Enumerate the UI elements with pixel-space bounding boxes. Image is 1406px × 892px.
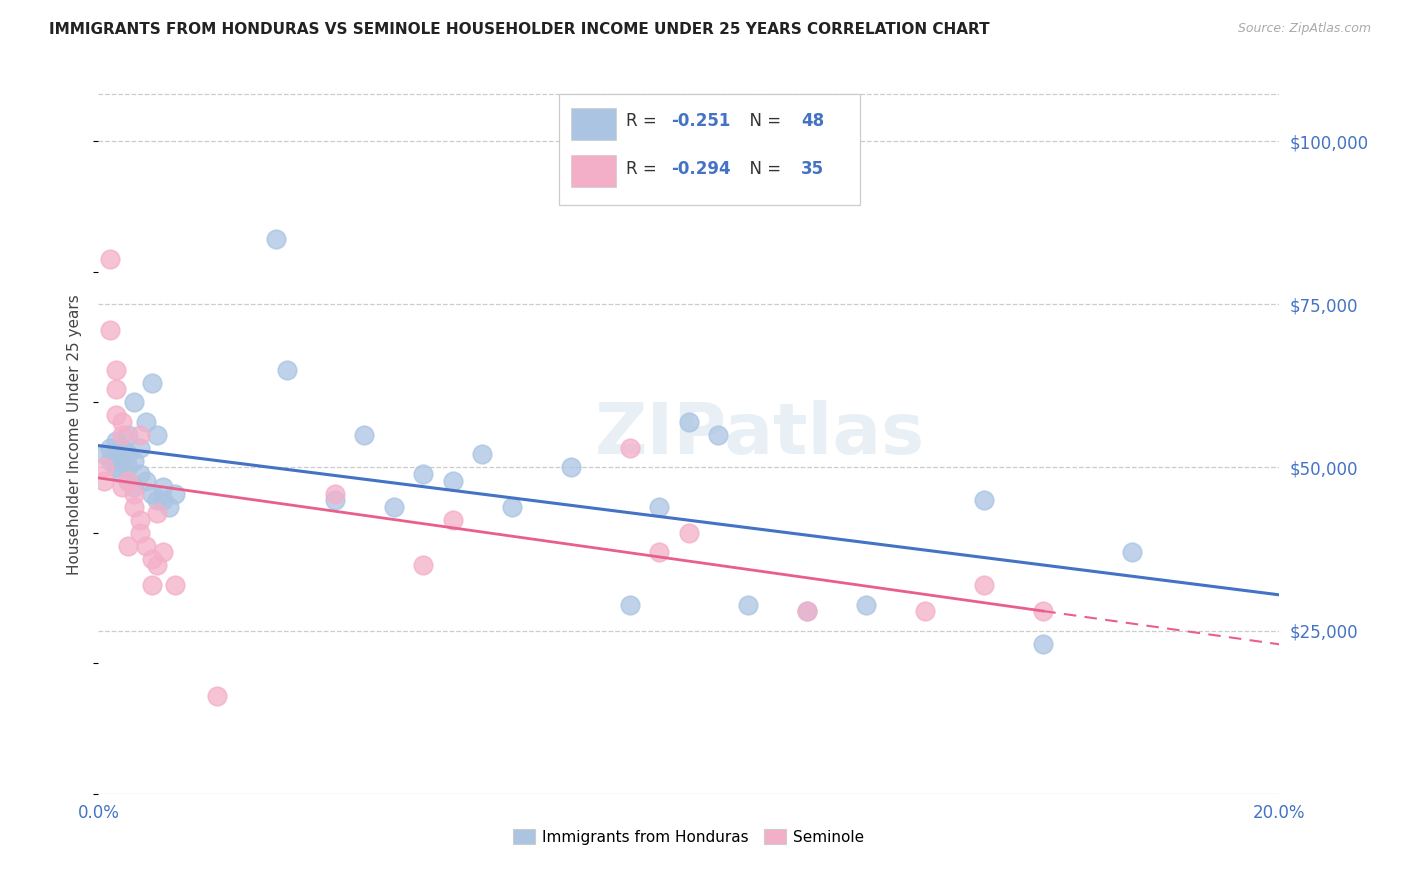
Point — [152, 493, 174, 508]
Point — [93, 460, 115, 475]
Point — [98, 252, 121, 266]
Point — [135, 415, 157, 429]
FancyBboxPatch shape — [560, 94, 860, 205]
Point — [619, 441, 641, 455]
Point — [128, 441, 150, 455]
Point — [165, 486, 187, 500]
Point — [117, 539, 139, 553]
Point — [141, 552, 163, 566]
Point — [501, 500, 523, 514]
Point — [560, 460, 582, 475]
Point — [165, 578, 187, 592]
Point — [111, 454, 134, 468]
Point — [412, 558, 434, 573]
Point — [128, 513, 150, 527]
Point — [135, 539, 157, 553]
Point — [973, 493, 995, 508]
FancyBboxPatch shape — [571, 108, 616, 140]
Point — [146, 493, 169, 508]
Point — [105, 460, 128, 475]
Point — [914, 604, 936, 618]
Text: 48: 48 — [801, 112, 824, 130]
Point — [105, 362, 128, 376]
Point — [122, 500, 145, 514]
Point — [135, 474, 157, 488]
Point — [678, 415, 700, 429]
Text: R =: R = — [626, 161, 662, 178]
Point — [141, 486, 163, 500]
Point — [707, 427, 730, 442]
Point — [105, 434, 128, 449]
Point — [105, 447, 128, 461]
Y-axis label: Householder Income Under 25 years: Householder Income Under 25 years — [67, 294, 83, 575]
Point — [441, 513, 464, 527]
Point — [973, 578, 995, 592]
Point — [117, 460, 139, 475]
Point — [122, 454, 145, 468]
Point — [382, 500, 405, 514]
Point — [128, 427, 150, 442]
Text: ZIPatlas: ZIPatlas — [595, 401, 925, 469]
Point — [648, 545, 671, 559]
Point — [648, 500, 671, 514]
FancyBboxPatch shape — [571, 155, 616, 187]
Point — [205, 689, 228, 703]
Point — [796, 604, 818, 618]
Point — [93, 447, 115, 461]
Point — [98, 441, 121, 455]
Point — [619, 598, 641, 612]
Point — [1032, 604, 1054, 618]
Point — [117, 474, 139, 488]
Point — [796, 604, 818, 618]
Point — [1121, 545, 1143, 559]
Point — [128, 467, 150, 481]
Point — [276, 362, 298, 376]
Text: N =: N = — [738, 161, 786, 178]
Point — [117, 447, 139, 461]
Text: -0.294: -0.294 — [671, 161, 731, 178]
Text: IMMIGRANTS FROM HONDURAS VS SEMINOLE HOUSEHOLDER INCOME UNDER 25 YEARS CORRELATI: IMMIGRANTS FROM HONDURAS VS SEMINOLE HOU… — [49, 22, 990, 37]
Point — [146, 506, 169, 520]
Text: Source: ZipAtlas.com: Source: ZipAtlas.com — [1237, 22, 1371, 36]
Point — [128, 525, 150, 540]
Legend: Immigrants from Honduras, Seminole: Immigrants from Honduras, Seminole — [508, 823, 870, 851]
Point — [105, 409, 128, 423]
Point — [111, 441, 134, 455]
Point — [157, 500, 180, 514]
Point — [122, 486, 145, 500]
Point — [141, 376, 163, 390]
Point — [152, 545, 174, 559]
Point — [105, 382, 128, 396]
Point — [146, 558, 169, 573]
Point — [471, 447, 494, 461]
Point — [111, 480, 134, 494]
Point — [146, 427, 169, 442]
Point — [737, 598, 759, 612]
Point — [98, 323, 121, 337]
Point — [323, 486, 346, 500]
Point — [441, 474, 464, 488]
Point — [117, 427, 139, 442]
Point — [264, 232, 287, 246]
Point — [152, 480, 174, 494]
Point — [678, 525, 700, 540]
Point — [353, 427, 375, 442]
Point — [122, 480, 145, 494]
Point — [111, 415, 134, 429]
Point — [111, 427, 134, 442]
Point — [141, 578, 163, 592]
Point — [855, 598, 877, 612]
Text: R =: R = — [626, 112, 662, 130]
Text: N =: N = — [738, 112, 786, 130]
Point — [98, 454, 121, 468]
Text: 35: 35 — [801, 161, 824, 178]
Point — [93, 474, 115, 488]
Text: -0.251: -0.251 — [671, 112, 731, 130]
Point — [1032, 637, 1054, 651]
Point — [122, 395, 145, 409]
Point — [323, 493, 346, 508]
Point — [111, 467, 134, 481]
Point — [117, 474, 139, 488]
Point — [412, 467, 434, 481]
